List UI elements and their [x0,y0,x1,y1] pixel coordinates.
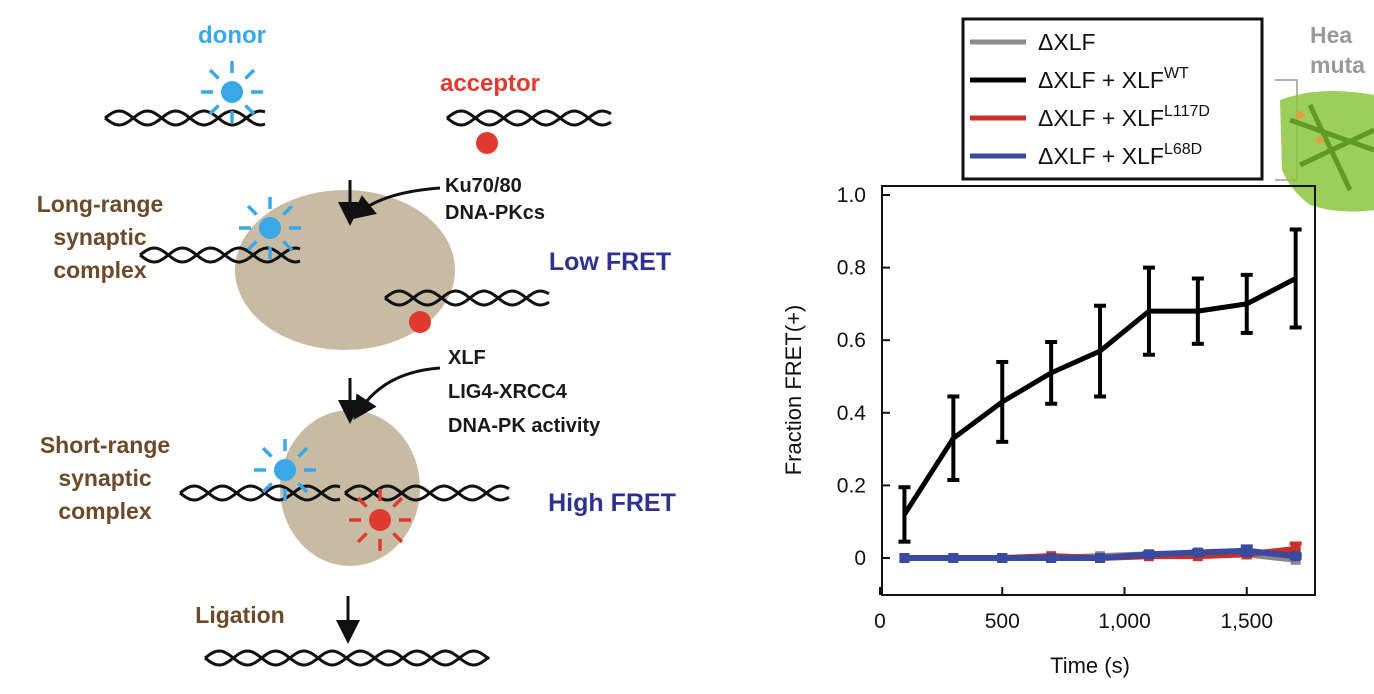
acceptor-dye-icon [409,311,431,333]
donor-dye-icon [239,197,301,259]
factor-label: DNA-PKcs [445,202,545,224]
short-range-label: synaptic [58,465,152,491]
dna-helix [104,109,266,127]
acceptor-dye-icon [349,489,411,551]
data-point [899,553,910,563]
data-point [948,553,959,563]
dna-helix [179,484,341,502]
dna-helix [344,484,510,502]
low-fret-label: Low FRET [549,248,671,276]
x-tick-label: 500 [985,610,1020,633]
long-range-complex-blob [235,190,455,350]
data-point [1046,553,1057,563]
factor-label: LIG4-XRCC4 [448,381,568,403]
donor-dye-icon [201,61,263,123]
curved-arrow-icon [350,186,441,220]
high-fret-label: High FRET [548,489,676,517]
short-range-label: Short-range [40,432,170,458]
dna-helix [384,289,550,307]
data-point [1290,543,1301,554]
long-range-label: Long-range [37,191,164,217]
donor-dye-icon [254,439,316,501]
data-point [1143,549,1154,560]
y-axis-label: Fraction FRET(+) [781,305,806,476]
y-tick-label: 0.6 [837,329,866,352]
series-L68D [899,544,1302,563]
y-tick-label: 0.2 [837,474,866,497]
y-tick-label: 0.4 [837,402,867,425]
y-tick-label: 0.8 [837,257,866,280]
x-tick-label: 1,500 [1220,610,1273,633]
factor-label: Ku70/80 [445,175,522,197]
dna-helix [204,649,490,667]
y-tick-label: 0 [854,547,866,570]
short-range-label: complex [58,498,152,524]
x-axis-label: Time (s) [1050,653,1130,678]
legend-entry: ΔXLF + XLFL68D [1038,141,1202,169]
dna-helix [446,109,612,127]
x-tick-label: 1,000 [1098,610,1151,633]
factor-label: DNA-PK activity [448,415,601,437]
data-point [1290,551,1301,562]
donor-label: donor [198,22,266,49]
acceptor-dye-icon [476,132,498,154]
plot-frame [881,185,1316,596]
legend-entry: ΔXLF + XLFWT [1038,65,1189,93]
data-point [1241,545,1252,556]
factor-label: XLF [448,347,486,369]
data-point [1095,553,1106,563]
curved-arrow-icon [353,366,441,421]
dna-helix [139,246,301,264]
acceptor-label: acceptor [440,70,540,97]
y-tick-label: 1.0 [837,184,866,207]
ligation-label: Ligation [195,602,284,628]
series-WT [898,227,1302,544]
legend-entry: ΔXLF [1038,29,1096,55]
data-point [1192,547,1203,558]
data-point [997,553,1008,563]
long-range-label: synaptic [53,224,147,250]
nhej-diagram: donor acceptor Ku70/80 DNA-PKcs Long-ran… [37,22,676,667]
inset-title: Hea [1310,22,1352,48]
x-tick-label: 0 [874,610,886,633]
long-range-label: complex [53,257,147,283]
protein-structure-inset: Hea muta [1275,22,1374,212]
inset-title: muta [1310,52,1365,78]
